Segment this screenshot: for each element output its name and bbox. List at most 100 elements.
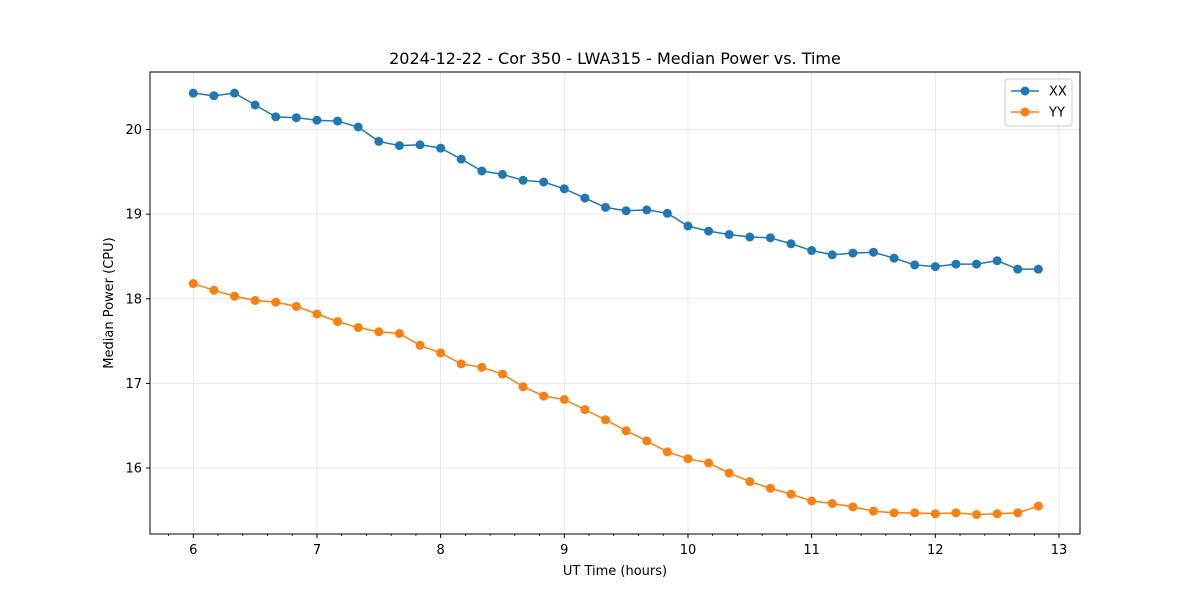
data-point-xx <box>704 226 714 236</box>
data-point-xx <box>683 221 693 231</box>
data-point-yy <box>745 477 755 487</box>
data-point-xx <box>539 177 549 187</box>
data-point-xx <box>601 202 611 212</box>
plot-series <box>188 88 1043 520</box>
data-point-yy <box>394 328 404 338</box>
data-point-yy <box>1013 508 1023 518</box>
x-tick-label: 11 <box>803 543 820 558</box>
data-point-yy <box>230 291 240 301</box>
y-tick-label: 17 <box>125 377 142 392</box>
y-tick-label: 19 <box>125 208 142 223</box>
data-point-xx <box>559 184 569 194</box>
data-point-xx <box>374 136 384 146</box>
data-point-yy <box>291 301 301 311</box>
y-tick-label: 16 <box>125 462 142 477</box>
legend-label: XX <box>1049 85 1067 100</box>
x-tick-label: 6 <box>189 543 197 558</box>
data-point-yy <box>209 285 219 295</box>
data-point-xx <box>188 88 198 98</box>
data-point-yy <box>580 405 590 415</box>
data-point-xx <box>765 233 775 243</box>
legend-entry-xx: XX <box>1011 85 1067 100</box>
data-point-yy <box>374 327 384 337</box>
data-point-yy <box>724 468 734 478</box>
data-point-yy <box>497 369 507 379</box>
data-point-yy <box>621 426 631 436</box>
data-point-xx <box>456 154 466 164</box>
data-point-xx <box>580 193 590 203</box>
data-point-xx <box>951 259 961 269</box>
data-point-xx <box>497 169 507 179</box>
y-axis-label: Median Power (CPU) <box>102 237 117 368</box>
data-point-xx <box>394 141 404 151</box>
x-axis-label: UT Time (hours) <box>563 564 667 579</box>
y-tick-label: 20 <box>125 123 142 138</box>
data-point-yy <box>353 323 363 333</box>
data-point-yy <box>250 295 260 305</box>
data-point-xx <box>889 253 899 263</box>
data-point-xx <box>827 250 837 260</box>
data-point-yy <box>188 279 198 289</box>
data-point-yy <box>601 415 611 425</box>
data-point-yy <box>1033 501 1043 511</box>
legend-label: YY <box>1048 106 1065 121</box>
data-point-xx <box>436 143 446 153</box>
x-tick-label: 8 <box>436 543 444 558</box>
legend-marker <box>1020 107 1030 117</box>
data-point-xx <box>662 208 672 218</box>
legend-marker <box>1020 86 1030 96</box>
data-point-xx <box>1033 264 1043 274</box>
data-point-yy <box>456 359 466 369</box>
data-point-yy <box>312 309 322 319</box>
data-point-yy <box>765 483 775 493</box>
data-point-yy <box>951 508 961 518</box>
data-point-xx <box>1013 264 1023 274</box>
data-point-yy <box>539 391 549 401</box>
data-point-yy <box>559 394 569 404</box>
data-point-yy <box>910 508 920 518</box>
data-point-xx <box>312 115 322 125</box>
data-point-xx <box>291 113 301 123</box>
data-point-xx <box>868 247 878 257</box>
x-tick-label: 7 <box>313 543 321 558</box>
series-xx <box>188 88 1043 274</box>
data-point-xx <box>353 122 363 132</box>
data-point-xx <box>415 140 425 150</box>
data-point-yy <box>972 510 982 520</box>
data-point-yy <box>477 362 487 372</box>
data-point-xx <box>724 229 734 239</box>
data-point-yy <box>436 348 446 358</box>
data-point-xx <box>250 100 260 110</box>
data-point-yy <box>271 297 281 307</box>
axes: 6 7 8 9 10 11 12 13 16 17 18 19 20 <box>125 123 1067 558</box>
x-tick-label: 9 <box>560 543 568 558</box>
data-point-yy <box>992 509 1002 519</box>
data-point-yy <box>889 508 899 518</box>
data-point-yy <box>333 317 343 327</box>
data-point-yy <box>518 382 528 392</box>
data-point-yy <box>786 489 796 499</box>
data-point-xx <box>209 91 219 101</box>
y-tick-label: 18 <box>125 292 142 307</box>
data-point-yy <box>807 496 817 506</box>
chart-title: 2024-12-22 - Cor 350 - LWA315 - Median P… <box>389 49 841 68</box>
data-point-yy <box>683 454 693 464</box>
legend: XX YY <box>1004 78 1073 127</box>
data-point-xx <box>642 205 652 215</box>
data-point-xx <box>992 256 1002 266</box>
data-point-xx <box>930 262 940 272</box>
x-tick-label: 12 <box>927 543 944 558</box>
data-point-xx <box>477 166 487 176</box>
data-point-xx <box>230 88 240 98</box>
x-tick-label: 13 <box>1051 543 1068 558</box>
legend-entry-yy: YY <box>1011 106 1065 121</box>
data-point-xx <box>972 259 982 269</box>
data-point-xx <box>807 246 817 256</box>
x-tick-label: 10 <box>680 543 697 558</box>
data-point-yy <box>868 506 878 516</box>
data-point-xx <box>910 260 920 270</box>
data-point-yy <box>704 458 714 468</box>
data-point-yy <box>848 502 858 512</box>
